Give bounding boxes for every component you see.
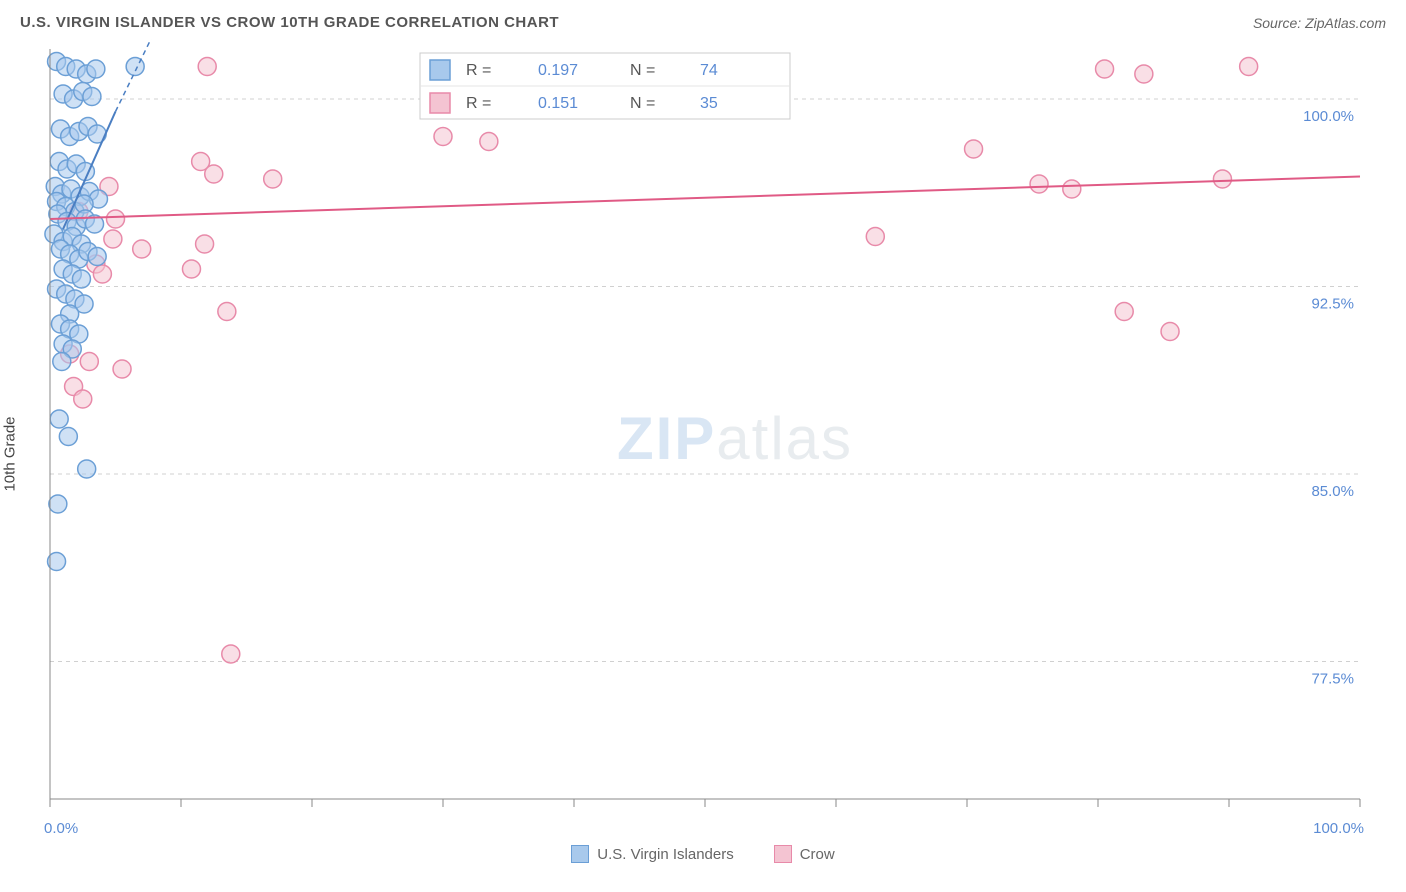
legend-label: U.S. Virgin Islanders xyxy=(597,846,733,863)
legend-label: Crow xyxy=(800,846,835,863)
legend-item-crow: Crow xyxy=(774,845,835,863)
svg-text:92.5%: 92.5% xyxy=(1311,296,1354,313)
svg-text:35: 35 xyxy=(700,95,718,112)
svg-text:100.0%: 100.0% xyxy=(1303,108,1354,125)
svg-text:R =: R = xyxy=(466,95,491,112)
svg-text:0.151: 0.151 xyxy=(538,95,578,112)
scatter-chart: 77.5% 85.0% 92.5% 100.0% ZIPatlas 0.0% 100.0% R… xyxy=(0,39,1406,839)
svg-text:N =: N = xyxy=(630,95,655,112)
svg-text:85.0%: 85.0% xyxy=(1311,483,1354,500)
bottom-legend: U.S. Virgin Islanders Crow xyxy=(0,839,1406,869)
svg-text:N =: N = xyxy=(630,62,655,79)
svg-text:0.197: 0.197 xyxy=(538,62,578,79)
svg-text:77.5%: 77.5% xyxy=(1311,671,1354,688)
svg-text:0.0%: 0.0% xyxy=(44,820,78,837)
legend-item-usvi: U.S. Virgin Islanders xyxy=(571,845,733,863)
svg-text:74: 74 xyxy=(700,62,718,79)
svg-text:R =: R = xyxy=(466,62,491,79)
source-label: Source: ZipAtlas.com xyxy=(1253,15,1386,31)
y-axis-label: 10th Grade xyxy=(2,416,19,491)
chart-title: U.S. VIRGIN ISLANDER VS CROW 10TH GRADE … xyxy=(20,14,559,31)
chart-container: 10th Grade 77.5% 85.0% 92.5% 100.0% ZIPatlas… xyxy=(0,39,1406,869)
legend-swatch-icon xyxy=(774,845,792,863)
svg-text:100.0%: 100.0% xyxy=(1313,820,1364,837)
legend-swatch-icon xyxy=(571,845,589,863)
svg-text:ZIPatlas: ZIPatlas xyxy=(617,405,853,472)
